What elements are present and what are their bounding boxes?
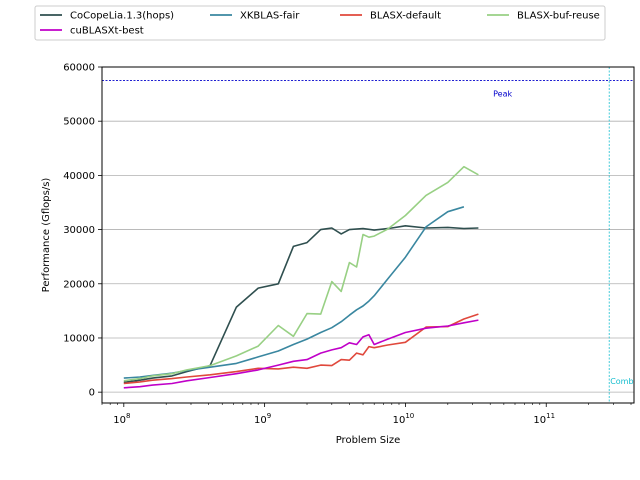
peak-label: Peak: [493, 90, 512, 99]
x-tick-label: 108: [113, 412, 130, 426]
y-tick-label: 30000: [63, 225, 95, 236]
legend-label: BLASX-default: [370, 11, 441, 22]
plot-frame: [101, 66, 635, 404]
series-line-4: [123, 319, 479, 389]
x-tick-label: 1011: [533, 412, 555, 426]
series-line-0: [123, 225, 479, 384]
y-axis-label: Performance (Gflops/s): [41, 178, 52, 293]
plot-background: [102, 67, 634, 403]
series-lines: [123, 165, 479, 389]
y-tick-label: 10000: [63, 333, 95, 344]
y-tick-label: 50000: [63, 117, 95, 128]
legend-label: BLASX-buf-reuse: [517, 11, 600, 22]
x-tick-label: 1010: [393, 412, 415, 426]
y-tick-label: 60000: [63, 63, 95, 74]
series-line-3: [123, 165, 479, 382]
y-tick-label: 0: [89, 388, 95, 399]
legend-label: XKBLAS-fair: [240, 11, 300, 22]
combined-label: Combined: [610, 377, 640, 386]
y-tick-label: 40000: [63, 171, 95, 182]
series-line-2: [123, 313, 479, 385]
x-axis-label: Problem Size: [336, 435, 401, 446]
legend-box: [34, 5, 606, 41]
reference-lines: Peak Combined: [102, 67, 640, 403]
legend: CoCopeLia.1.3(hops) XKBLAS-fair BLASX-defa…: [34, 5, 606, 41]
legend-label: CoCopeLia.1.3(hops): [70, 11, 174, 22]
y-tick-label: 20000: [63, 279, 95, 290]
x-tick-label: 109: [254, 412, 271, 426]
legend-label: cuBLASXt-best: [70, 26, 144, 37]
